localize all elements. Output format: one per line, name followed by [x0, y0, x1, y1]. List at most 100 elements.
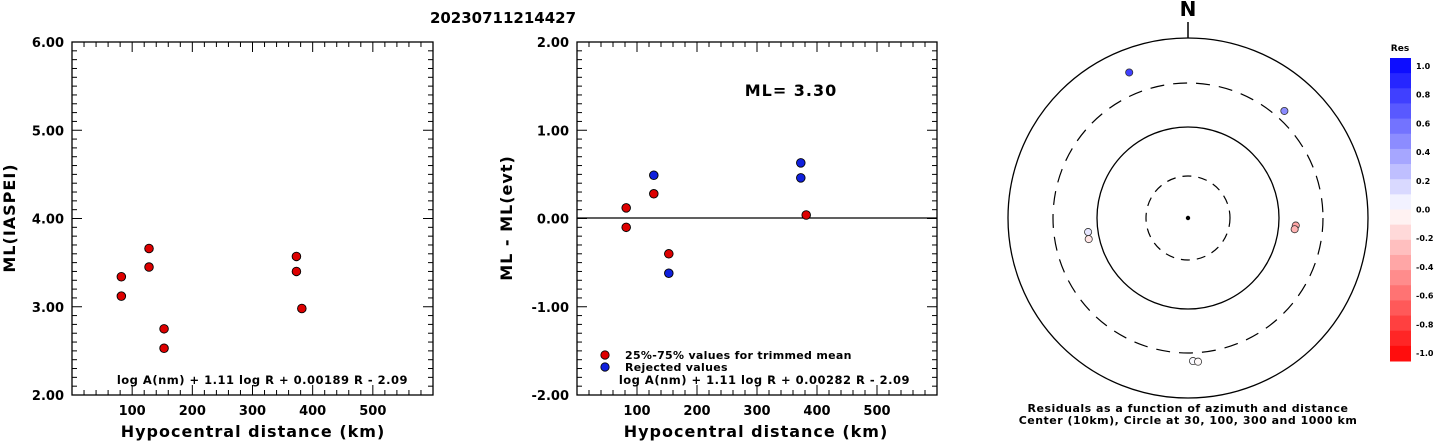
y-tick-label: -1.00 — [532, 301, 569, 316]
azimuth-residual-plot: N Residuals as a function of azimuth and… — [1007, 0, 1369, 427]
ml-iaspei-plot: 2.00 3.00 4.00 5.00 6.00 100 200 300 400 500 ML(I… — [0, 36, 434, 441]
colorbar-tick-label: -0.6 — [1416, 292, 1434, 301]
figure-title: 20230711214427 — [430, 9, 576, 27]
data-point — [144, 243, 154, 254]
colorbar-tick-label: 1.0 — [1416, 62, 1431, 71]
colorbar-tick-label: -1.0 — [1416, 349, 1434, 358]
data-point — [664, 268, 674, 278]
data-point — [664, 249, 674, 259]
colorbar-cell — [1390, 164, 1411, 180]
colorbar-cell — [1390, 254, 1411, 271]
plot2-formula: log A(nm) + 1.11 log R + 0.00282 R - 2.0… — [619, 373, 910, 387]
legend-label-rejected: Rejected values — [625, 361, 728, 374]
colorbar-cell — [1390, 118, 1411, 135]
legend-marker-rejected — [600, 362, 610, 372]
x-tick-label: 300 — [743, 404, 770, 419]
colorbar-tick-label: 0.0 — [1416, 206, 1431, 215]
y-tick-label: 4.00 — [32, 213, 64, 228]
residual-colorbar: Res 1.0 0.8 0.6 0.4 0.2 0.0 -0.2 -0.4 -0.6 -0.8 -1… — [1390, 44, 1434, 362]
ring-outer — [1007, 37, 1369, 399]
colorbar-tick-label: 0.4 — [1416, 148, 1431, 157]
data-point — [621, 203, 631, 213]
x-tick-label: 200 — [683, 404, 710, 419]
y-tick-label: 3.00 — [32, 301, 64, 316]
colorbar-cell — [1390, 224, 1411, 241]
ring-dashed-inner — [1145, 175, 1231, 261]
colorbar-tick-label: 0.8 — [1416, 91, 1431, 100]
colorbar-tick-label: 0.6 — [1416, 119, 1431, 128]
colorbar-cell — [1390, 88, 1411, 104]
ring-inner — [1096, 126, 1280, 310]
data-point — [297, 303, 307, 314]
data-point — [144, 262, 154, 272]
data-point — [649, 189, 659, 199]
colorbar-cell — [1390, 133, 1411, 150]
colorbar-tick-label: 0.2 — [1416, 177, 1430, 186]
colorbar-cell — [1390, 194, 1411, 210]
y-tick-label: -2.00 — [532, 389, 569, 404]
station-point — [1290, 225, 1299, 234]
colorbar-tick-label: -0.8 — [1416, 320, 1434, 329]
data-point — [116, 271, 127, 282]
colorbar-tick-label: -0.4 — [1416, 263, 1434, 272]
colorbar-title: Res — [1391, 44, 1409, 54]
data-point — [159, 324, 169, 334]
ring-dashed-outer — [1052, 82, 1324, 354]
data-point — [291, 251, 302, 262]
colorbar-cell — [1390, 209, 1411, 226]
data-point — [291, 266, 302, 277]
colorbar-cell — [1390, 73, 1411, 89]
polar-caption-line1: Residuals as a function of azimuth and d… — [1028, 402, 1349, 415]
plot2-ylabel: ML - ML(evt) — [497, 155, 516, 281]
plot1-xlabel: Hypocentral distance (km) — [121, 422, 386, 441]
data-point — [801, 210, 811, 220]
legend-marker-trimmed — [600, 350, 610, 360]
colorbar-cell — [1390, 330, 1411, 347]
station-point — [1125, 68, 1134, 77]
colorbar-tick-label: -0.2 — [1416, 234, 1434, 243]
polar-caption-line2: Center (10km), Circle at 30, 100, 300 an… — [1019, 414, 1358, 427]
plot1-formula: log A(nm) + 1.11 log R + 0.00189 R - 2.0… — [117, 373, 408, 387]
data-point — [796, 173, 806, 183]
colorbar-cell — [1390, 58, 1411, 74]
colorbar-cell — [1390, 179, 1411, 195]
colorbar-cell — [1390, 103, 1411, 120]
colorbar-cell — [1390, 300, 1411, 317]
data-point — [649, 170, 659, 181]
x-tick-label: 100 — [623, 404, 650, 419]
y-tick-label: 1.00 — [537, 124, 569, 139]
station-point — [1084, 228, 1093, 237]
colorbar-cell — [1390, 345, 1411, 362]
x-tick-label: 300 — [239, 404, 266, 419]
plot1-frame — [71, 41, 434, 396]
north-label: N — [1180, 0, 1197, 21]
data-point — [796, 158, 806, 168]
y-tick-label: 0.00 — [537, 213, 569, 228]
colorbar-cell — [1390, 315, 1411, 332]
x-tick-label: 500 — [359, 404, 386, 419]
ml-annotation: ML= 3.30 — [745, 81, 838, 100]
ml-residual-plot: -2.00 -1.00 0.00 1.00 2.00 100 200 300 400 500 ML… — [497, 36, 938, 441]
plot1-ylabel: ML(IASPEI) — [0, 163, 19, 272]
data-point — [621, 222, 631, 233]
colorbar-cell — [1390, 285, 1411, 301]
colorbar-cell — [1390, 148, 1411, 165]
station-point — [1280, 106, 1289, 115]
x-tick-label: 200 — [179, 404, 206, 419]
x-tick-label: 400 — [299, 404, 326, 419]
data-point — [116, 291, 127, 301]
x-tick-label: 400 — [803, 404, 830, 419]
data-point — [159, 343, 169, 353]
station-point — [1084, 235, 1093, 244]
x-tick-label: 100 — [119, 404, 146, 419]
plot2-xlabel: Hypocentral distance (km) — [624, 422, 889, 441]
y-tick-label: 2.00 — [537, 36, 569, 51]
legend-label-trimmed: 25%-75% values for trimmed mean — [625, 349, 852, 362]
y-tick-label: 2.00 — [32, 389, 64, 404]
colorbar-cell — [1390, 239, 1411, 256]
y-tick-label: 6.00 — [32, 36, 64, 51]
x-tick-label: 500 — [863, 404, 890, 419]
y-tick-label: 5.00 — [32, 124, 64, 139]
center-dot — [1185, 215, 1191, 221]
